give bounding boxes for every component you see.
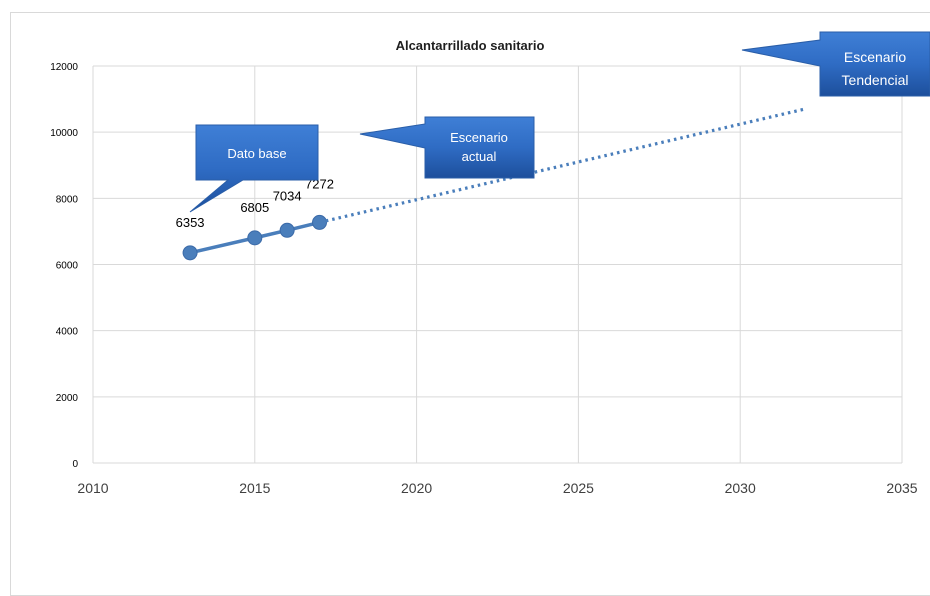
y-tick-label: 6000 [56, 261, 79, 272]
callout-escenario-actual-line2: actual [462, 149, 497, 164]
y-tick-label: 2000 [56, 393, 79, 404]
x-axis-ticks: 2010 2015 2020 2025 2030 2035 [77, 480, 917, 496]
x-tick-label: 2015 [239, 480, 270, 496]
data-point-marker [279, 222, 295, 238]
callout-dato-base-text: Dato base [227, 146, 286, 161]
callout-dato-base: Dato base [189, 124, 319, 213]
callout-escenario-tendencial-line2: Tendencial [842, 72, 909, 88]
y-tick-label: 12000 [50, 62, 78, 73]
data-label: 6805 [240, 200, 269, 215]
callout-escenario-tendencial-line1: Escenario [844, 49, 906, 65]
x-tick-label: 2035 [886, 480, 917, 496]
callout-escenario-actual-line1: Escenario [450, 130, 508, 145]
y-tick-label: 10000 [50, 128, 78, 139]
callout-escenario-actual: Escenario actual [359, 116, 535, 179]
x-tick-label: 2030 [725, 480, 756, 496]
callout-escenario-tendencial: Escenario Tendencial [741, 31, 930, 97]
y-tick-label: 8000 [56, 194, 79, 205]
line-chart: 0 2000 4000 6000 8000 10000 12000 2010 2015 2020… [50, 31, 930, 496]
series-layer [182, 107, 806, 261]
x-tick-label: 2020 [401, 480, 432, 496]
data-point-marker [182, 245, 198, 261]
trend-line-dotted [319, 107, 806, 224]
x-tick-label: 2025 [563, 480, 594, 496]
y-axis-ticks: 0 2000 4000 6000 8000 10000 12000 [50, 62, 78, 470]
data-point-marker [247, 230, 263, 246]
data-label: 7034 [273, 188, 302, 203]
y-tick-label: 0 [72, 459, 78, 470]
y-tick-label: 4000 [56, 327, 79, 338]
data-label: 6353 [176, 215, 205, 230]
series-line-solid [189, 220, 320, 255]
chart-title: Alcantarrillado sanitario [396, 38, 545, 53]
x-tick-label: 2010 [77, 480, 108, 496]
